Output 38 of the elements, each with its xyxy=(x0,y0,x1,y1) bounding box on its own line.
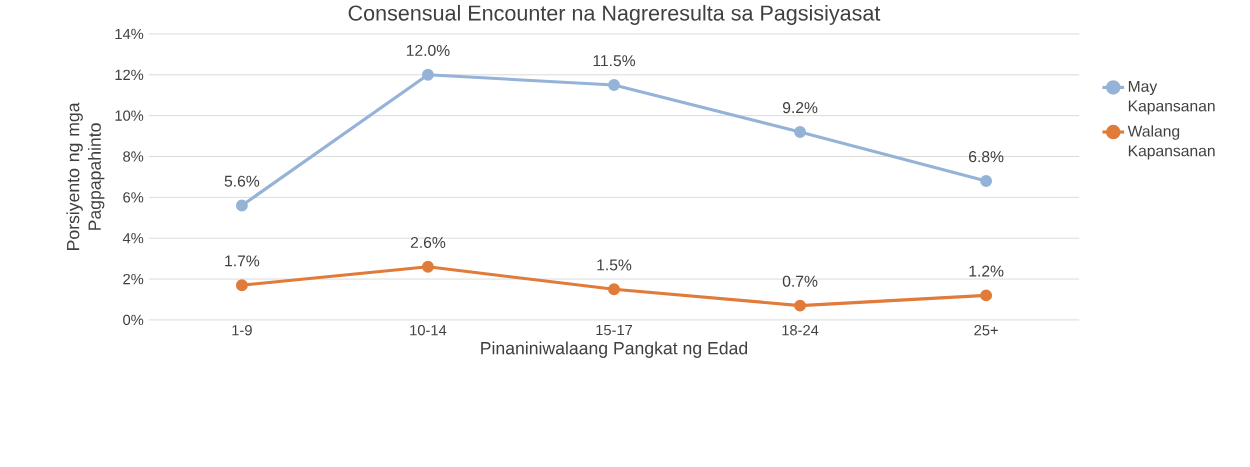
y-axis-title: Porsiyento ng mga Pagpapahinto xyxy=(66,102,105,250)
data-label: 6.8% xyxy=(969,151,1004,163)
y-tick-label: 12% xyxy=(115,69,144,80)
data-label: 11.5% xyxy=(593,55,636,67)
x-tick-label: 1-9 xyxy=(232,325,252,336)
y-tick-label: 8% xyxy=(123,151,144,162)
y-tick-label: 6% xyxy=(123,192,144,203)
y-tick-label: 0% xyxy=(123,314,144,326)
y-tick-label: 2% xyxy=(123,273,144,285)
point xyxy=(422,260,434,273)
data-label: 12.0% xyxy=(406,44,450,57)
point xyxy=(794,299,807,312)
x-tick-label: 10-14 xyxy=(410,325,447,336)
legend-label: Walang Kapansanan xyxy=(1127,125,1215,160)
point xyxy=(980,175,993,187)
point xyxy=(608,283,620,296)
x-tick-label: 15-17 xyxy=(596,325,633,336)
x-tick-label: 18-24 xyxy=(782,325,819,336)
x-tick-label: 25+ xyxy=(974,325,998,336)
data-label: 9.2% xyxy=(782,102,818,114)
y-tick-label: 4% xyxy=(122,233,144,244)
chart-title: Consensual Encounter na Nagreresulta sa Pagsisiyasat xyxy=(348,4,881,25)
point xyxy=(235,199,248,212)
x-axis-title: Pinaniniwalaang Pangkat ng Edad xyxy=(481,341,748,358)
point xyxy=(422,68,434,81)
legend-label: May Kapansanan xyxy=(1128,80,1215,115)
y-tick-label: 14% xyxy=(115,28,144,40)
point xyxy=(794,126,807,138)
point xyxy=(235,279,248,292)
data-label: 0.7% xyxy=(782,275,818,287)
data-label: 2.6% xyxy=(410,236,446,249)
data-label: 1.5% xyxy=(597,259,632,271)
data-label: 5.6% xyxy=(224,175,260,187)
point xyxy=(980,289,993,302)
data-label: 1.7% xyxy=(225,255,260,267)
y-tick-label: 10% xyxy=(115,110,144,121)
data-label: 1.2% xyxy=(969,265,1004,277)
point xyxy=(608,79,620,91)
